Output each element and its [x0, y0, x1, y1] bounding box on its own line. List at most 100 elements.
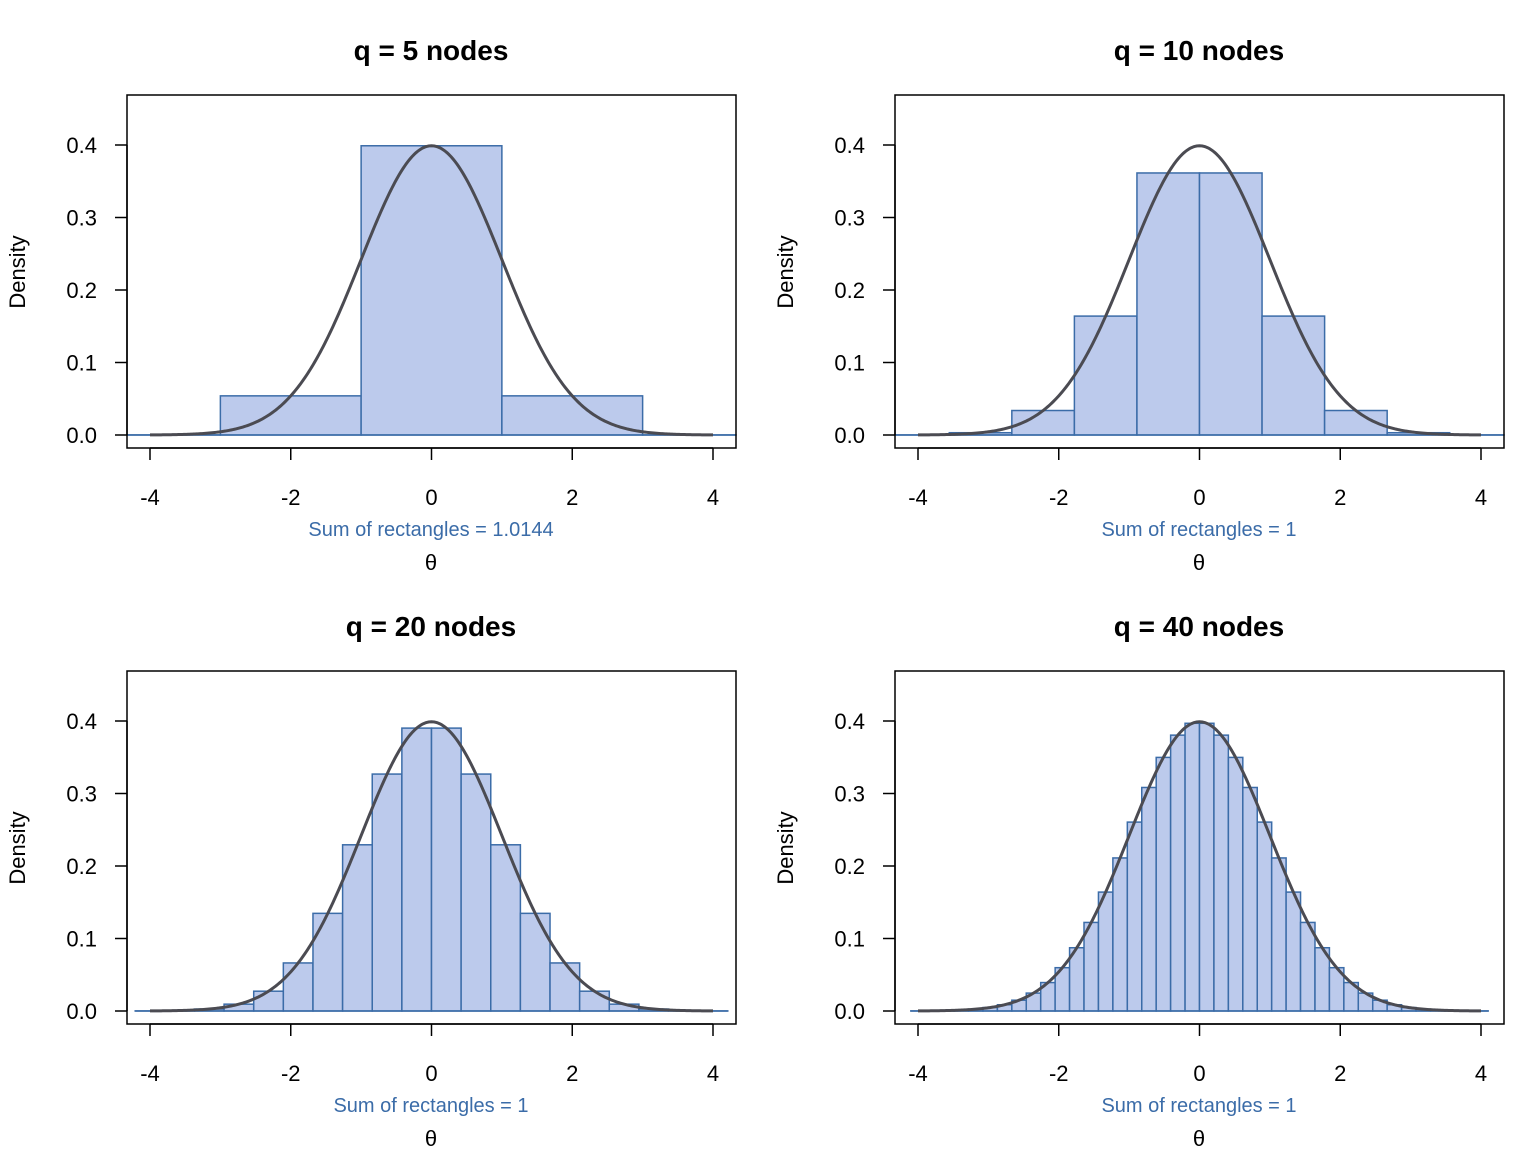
rectangle-bar: [1141, 786, 1157, 1012]
y-tick-label: 0.4: [834, 709, 865, 734]
rectangle-bar: [1198, 172, 1263, 436]
density-curve: [149, 144, 714, 437]
y-axis-label: Density: [773, 811, 798, 884]
chart-title: q = 20 nodes: [346, 611, 516, 642]
sum-annotation: Sum of rectangles = 1: [1101, 519, 1296, 541]
x-tick-label: 0: [1193, 1061, 1205, 1086]
x-axis-label: θ: [1193, 1126, 1205, 1151]
rectangle-bar: [1270, 857, 1287, 1012]
rectangle-bar: [1227, 756, 1244, 1012]
sum-annotation: Sum of rectangles = 1.0144: [308, 519, 553, 541]
plot-area: [126, 144, 737, 437]
x-tick-label: -4: [908, 1061, 928, 1086]
rectangle-bar: [1213, 734, 1230, 1012]
y-tick-label: 0.2: [66, 278, 97, 303]
x-axis-label: θ: [425, 1126, 437, 1151]
chart-panel-3: -4 -2 0 2 4 0.0 0.1 0.2 0.3 0.4 q = 20 nodes Densit…: [5, 611, 737, 1151]
y-axis-label: Density: [5, 811, 30, 884]
density-curve: [917, 720, 1482, 1013]
rectangle-bar: [1169, 734, 1186, 1012]
rectangle-bar: [1184, 722, 1201, 1012]
y-tick-label: 0.3: [834, 782, 865, 807]
sum-annotation: Sum of rectangles = 1: [333, 1095, 528, 1117]
y-tick-label: 0.2: [834, 854, 865, 879]
x-tick-label: 0: [425, 1061, 437, 1086]
rectangle-bar: [1155, 756, 1172, 1012]
chart-panel-2: -4 -2 0 2 4 0.0 0.1 0.2 0.3 0.4 q = 10 nodes Densit…: [773, 35, 1505, 575]
y-axis-label: Density: [5, 235, 30, 308]
x-tick-label: 4: [707, 485, 719, 510]
chart-panel-4: -4 -2 0 2 4 0.0 0.1 0.2 0.3 0.4 q = 40 nodes Densit…: [773, 611, 1505, 1151]
rectangle-bar: [1256, 821, 1273, 1012]
x-tick-label: 4: [1475, 1061, 1487, 1086]
rectangle-bar: [501, 395, 644, 436]
x-tick-label: -2: [281, 1061, 301, 1086]
x-tick-label: -4: [908, 485, 928, 510]
y-tick-label: 0.1: [66, 927, 97, 952]
rectangle-bar: [460, 773, 492, 1012]
y-tick-label: 0.1: [834, 927, 865, 952]
x-tick-label: 4: [1475, 485, 1487, 510]
rectangle-bar: [1242, 786, 1258, 1012]
y-axis-label: Density: [773, 235, 798, 308]
rectangle-bar: [430, 727, 462, 1012]
y-tick-label: 0.3: [834, 206, 865, 231]
x-tick-label: 2: [566, 485, 578, 510]
x-axis-label: θ: [425, 550, 437, 575]
rectangle-bar: [1261, 315, 1326, 436]
x-tick-label: -2: [1049, 485, 1069, 510]
rectangle-bar: [401, 727, 433, 1012]
rectangle-bar: [1198, 722, 1215, 1012]
y-tick-label: 0.4: [66, 133, 97, 158]
rectangle-bar: [219, 395, 362, 436]
x-tick-label: 2: [566, 1061, 578, 1086]
x-tick-label: 2: [1334, 485, 1346, 510]
rectangle-bar: [1136, 172, 1201, 436]
density-curve: [149, 720, 714, 1013]
plot-area: [134, 720, 729, 1013]
chart-panel-1: -4 -2 0 2 4 0.0 0.1 0.2 0.3 0.4 q = 5 nodes Density…: [5, 35, 737, 575]
plot-area: [910, 720, 1489, 1013]
chart-title: q = 5 nodes: [354, 35, 509, 66]
chart-title: q = 40 nodes: [1114, 611, 1284, 642]
rectangle-bar: [252, 990, 285, 1012]
y-tick-label: 0.3: [66, 206, 97, 231]
y-tick-label: 0.1: [66, 351, 97, 376]
rectangle-bar: [312, 912, 344, 1012]
rectangle-bar: [371, 773, 403, 1012]
rectangle-bar: [360, 145, 503, 436]
density-curve: [917, 144, 1482, 437]
rectangle-bar: [549, 962, 581, 1012]
y-tick-label: 0.4: [66, 709, 97, 734]
y-tick-label: 0.4: [834, 133, 865, 158]
rectangle-bar: [1112, 857, 1129, 1012]
plot-area: [894, 144, 1505, 437]
y-tick-label: 0.3: [66, 782, 97, 807]
x-tick-label: -4: [140, 485, 160, 510]
rectangle-bar: [578, 990, 611, 1012]
y-tick-label: 0.2: [834, 278, 865, 303]
x-tick-label: -2: [1049, 1061, 1069, 1086]
y-tick-label: 0.0: [66, 999, 97, 1024]
y-tick-label: 0.2: [66, 854, 97, 879]
rectangle-bar: [1097, 891, 1114, 1012]
x-tick-label: 0: [425, 485, 437, 510]
x-tick-label: -4: [140, 1061, 160, 1086]
x-tick-label: 2: [1334, 1061, 1346, 1086]
rectangle-bar: [1285, 891, 1302, 1012]
rectangle-bar: [1073, 315, 1138, 436]
x-tick-label: 4: [707, 1061, 719, 1086]
rectangle-bar: [1299, 921, 1316, 1012]
y-tick-label: 0.0: [834, 423, 865, 448]
rectangle-bar: [282, 962, 314, 1012]
rectangle-bar: [519, 912, 551, 1012]
y-tick-label: 0.0: [66, 423, 97, 448]
y-tick-label: 0.0: [834, 999, 865, 1024]
chart-title: q = 10 nodes: [1114, 35, 1284, 66]
y-tick-label: 0.1: [834, 351, 865, 376]
x-tick-label: -2: [281, 485, 301, 510]
rectangle-bar: [1126, 821, 1143, 1012]
sum-annotation: Sum of rectangles = 1: [1101, 1095, 1296, 1117]
x-tick-label: 0: [1193, 485, 1205, 510]
